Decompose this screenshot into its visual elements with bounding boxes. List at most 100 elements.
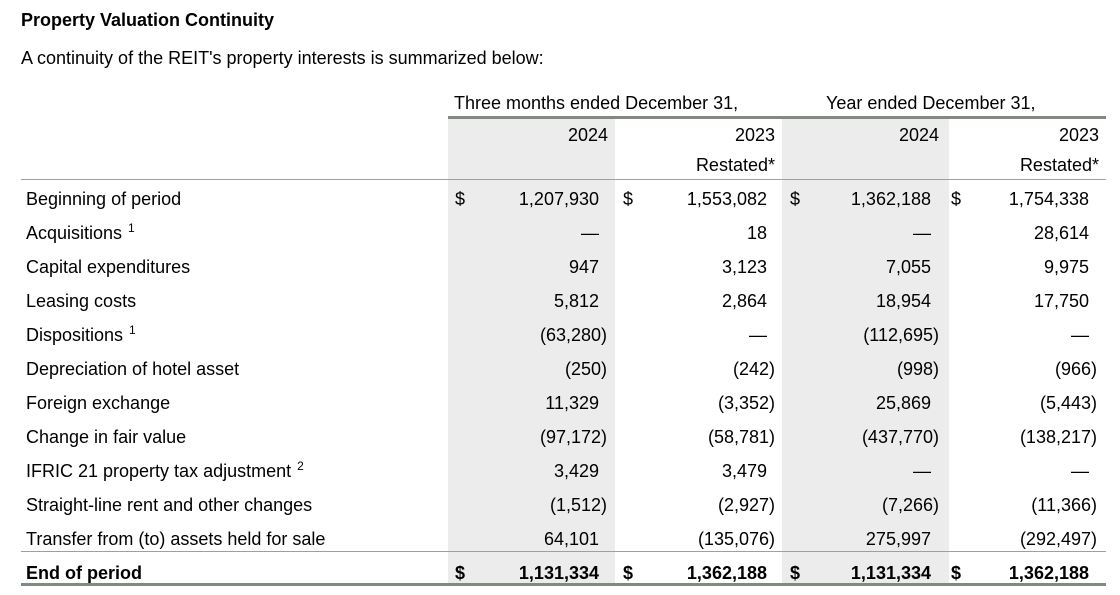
row-label-text: Leasing costs: [26, 291, 137, 311]
footnote-marker: 1: [129, 323, 136, 337]
row-label-text: Transfer from (to) assets held for sale: [26, 529, 326, 549]
value-cell: (292,497): [1019, 529, 1097, 549]
table-row: Beginning of period $1,207,930 $1,553,082 $…: [0, 182, 1120, 216]
section-title: Property Valuation Continuity: [21, 10, 275, 30]
value-cell: 1,207,930: [518, 189, 599, 209]
value-cell: 1,131,334: [518, 563, 599, 583]
value-cell: 3,479: [721, 461, 767, 481]
value-cell: (3,352): [717, 393, 775, 413]
footnote-marker: 1: [128, 221, 135, 235]
value-cell: 1,754,338: [1008, 189, 1089, 209]
value-cell: (11,366): [1031, 495, 1097, 515]
value-cell: 3,123: [721, 257, 767, 277]
header-col4-note: Restated*: [1019, 155, 1099, 175]
value-cell: (58,781): [707, 427, 775, 447]
value-cell: 5,812: [553, 291, 599, 311]
footnote-marker: 2: [297, 459, 304, 473]
value-cell: —: [1071, 325, 1089, 345]
value-cell: 947: [568, 257, 599, 277]
value-cell: 1,553,082: [686, 189, 767, 209]
currency-symbol: $: [455, 563, 466, 583]
value-cell: 1,362,188: [1008, 563, 1089, 583]
row-label: Acquisitions 1: [26, 216, 135, 252]
value-cell: —: [749, 325, 767, 345]
value-cell: 9,975: [1043, 257, 1089, 277]
row-label: Depreciation of hotel asset: [26, 352, 239, 386]
value-cell: 25,869: [875, 393, 931, 413]
value-cell: 3,429: [553, 461, 599, 481]
currency-symbol: $: [623, 189, 634, 209]
header-col1-year: 2024: [567, 125, 608, 145]
row-label-text: Capital expenditures: [26, 257, 191, 277]
table-row: Change in fair value (97,172) (58,781) (437…: [0, 420, 1120, 454]
value-cell: (242): [732, 359, 775, 379]
value-cell: 7,055: [885, 257, 931, 277]
header-three-months: Three months ended December 31,: [454, 93, 739, 113]
row-label: Transfer from (to) assets held for sale: [26, 522, 325, 556]
table-row: IFRIC 21 property tax adjustment 2 3,429 3,…: [0, 454, 1120, 488]
value-cell: (7,266): [881, 495, 939, 515]
value-cell: (998): [896, 359, 939, 379]
value-cell: (1,512): [549, 495, 607, 515]
total-bottom-rule: [21, 583, 1106, 586]
table-row: Transfer from (to) assets held for sale 6…: [0, 522, 1120, 556]
header-year-ended: Year ended December 31,: [826, 93, 1036, 113]
value-cell: (112,695): [863, 325, 939, 345]
header-bottom-rule: [21, 179, 1106, 180]
total-top-rule: [21, 551, 1106, 552]
header-top-rule: [448, 116, 1106, 119]
total-row: End of period $1,131,334 $1,362,188 $1,131,…: [0, 556, 1120, 590]
value-cell: 28,614: [1033, 223, 1089, 243]
header-col2-year: 2023: [734, 125, 775, 145]
header-col4-year: 2023: [1058, 125, 1099, 145]
table-row: Straight-line rent and other changes (1,5…: [0, 488, 1120, 522]
value-cell: 275,997: [865, 529, 931, 549]
row-label-text: Beginning of period: [26, 189, 182, 209]
value-cell: (63,280): [539, 325, 607, 345]
table-row: Dispositions 1 (63,280) — (112,695) —: [0, 318, 1120, 352]
row-label-text: IFRIC 21 property tax adjustment: [26, 461, 292, 481]
value-cell: (97,172): [539, 427, 607, 447]
row-label: Leasing costs: [26, 284, 136, 318]
value-cell: (5,443): [1039, 393, 1097, 413]
table-row: Depreciation of hotel asset (250) (242) (99…: [0, 352, 1120, 386]
row-label: IFRIC 21 property tax adjustment 2: [26, 454, 304, 490]
value-cell: 2,864: [721, 291, 767, 311]
table-row: Foreign exchange 11,329 (3,352) 25,869 (5,44…: [0, 386, 1120, 420]
row-label: End of period: [26, 556, 142, 590]
value-cell: 11,329: [545, 393, 599, 413]
value-cell: —: [581, 223, 599, 243]
value-cell: (966): [1054, 359, 1097, 379]
currency-symbol: $: [623, 563, 634, 583]
row-label-text: Straight-line rent and other changes: [26, 495, 313, 515]
row-label-text: Acquisitions: [26, 223, 123, 243]
table-row: Acquisitions 1 — 18 — 28,614: [0, 216, 1120, 250]
table-row: Capital expenditures 947 3,123 7,055 9,975: [0, 250, 1120, 284]
table-row: Leasing costs 5,812 2,864 18,954 17,750: [0, 284, 1120, 318]
shaded-column-three-months-2024: [448, 119, 615, 585]
value-cell: 18: [746, 223, 767, 243]
row-label-text: End of period: [26, 563, 142, 583]
row-label-text: Depreciation of hotel asset: [26, 359, 240, 379]
value-cell: 1,131,334: [850, 563, 931, 583]
row-label: Beginning of period: [26, 182, 181, 216]
section-subtitle: A continuity of the REIT's property inte…: [21, 48, 544, 68]
value-cell: —: [913, 461, 931, 481]
currency-symbol: $: [951, 189, 962, 209]
value-cell: —: [913, 223, 931, 243]
currency-symbol: $: [790, 189, 801, 209]
row-label-text: Change in fair value: [26, 427, 187, 447]
value-cell: 64,101: [543, 529, 599, 549]
row-label-text: Dispositions: [26, 325, 124, 345]
currency-symbol: $: [790, 563, 801, 583]
value-cell: (437,770): [861, 427, 939, 447]
value-cell: (135,076): [697, 529, 775, 549]
header-col3-year: 2024: [898, 125, 939, 145]
value-cell: 18,954: [875, 291, 931, 311]
row-label-text: Foreign exchange: [26, 393, 171, 413]
value-cell: 1,362,188: [850, 189, 931, 209]
value-cell: 1,362,188: [686, 563, 767, 583]
row-label: Dispositions 1: [26, 318, 136, 354]
value-cell: (250): [564, 359, 607, 379]
